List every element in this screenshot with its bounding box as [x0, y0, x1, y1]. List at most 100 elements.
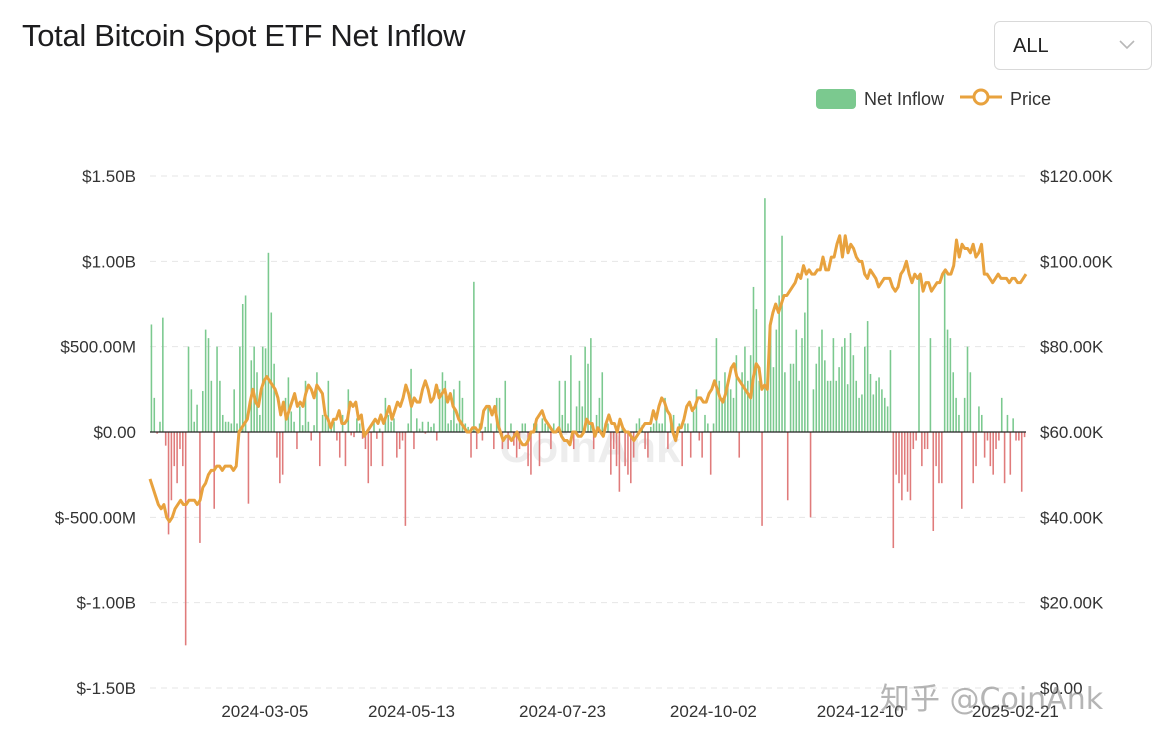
- net-inflow-bar[interactable]: [1003, 432, 1006, 484]
- net-inflow-bar[interactable]: [1000, 397, 1003, 432]
- net-inflow-bar[interactable]: [844, 338, 846, 432]
- net-inflow-bar[interactable]: [441, 372, 444, 432]
- net-inflow-bar[interactable]: [170, 432, 173, 501]
- net-inflow-bar[interactable]: [493, 432, 495, 450]
- net-inflow-bar[interactable]: [216, 346, 218, 432]
- net-inflow-bar[interactable]: [969, 372, 972, 432]
- range-select[interactable]: ALL: [994, 21, 1152, 70]
- net-inflow-bar[interactable]: [370, 432, 372, 467]
- net-inflow-bar[interactable]: [244, 295, 247, 432]
- net-inflow-bar[interactable]: [182, 432, 184, 467]
- net-inflow-bar[interactable]: [638, 418, 641, 432]
- net-inflow-bar[interactable]: [778, 295, 780, 432]
- net-inflow-bar[interactable]: [324, 414, 327, 432]
- net-inflow-bar[interactable]: [470, 432, 472, 458]
- net-inflow-bar[interactable]: [835, 380, 838, 432]
- net-inflow-bar[interactable]: [515, 432, 518, 458]
- net-inflow-bar[interactable]: [607, 423, 609, 432]
- net-inflow-bar[interactable]: [995, 432, 997, 450]
- net-inflow-bar[interactable]: [615, 432, 618, 467]
- net-inflow-bar[interactable]: [301, 425, 304, 432]
- net-inflow-bar[interactable]: [193, 421, 196, 432]
- net-inflow-bar[interactable]: [798, 380, 800, 432]
- net-inflow-bar[interactable]: [473, 281, 475, 432]
- net-inflow-bar[interactable]: [903, 432, 906, 475]
- net-inflow-bar[interactable]: [912, 432, 915, 450]
- net-inflow-bar[interactable]: [290, 411, 293, 432]
- net-inflow-bar[interactable]: [484, 426, 487, 432]
- net-inflow-bar[interactable]: [150, 324, 153, 432]
- net-inflow-bar[interactable]: [396, 432, 398, 458]
- net-inflow-bar[interactable]: [207, 338, 210, 432]
- net-inflow-bar[interactable]: [330, 428, 332, 432]
- net-inflow-bar[interactable]: [795, 329, 798, 432]
- net-inflow-bar[interactable]: [167, 432, 170, 535]
- net-inflow-bar[interactable]: [1015, 432, 1017, 441]
- net-inflow-bar[interactable]: [821, 329, 823, 432]
- net-inflow-bar[interactable]: [812, 389, 815, 432]
- net-inflow-bar[interactable]: [578, 380, 581, 432]
- net-inflow-bar[interactable]: [698, 432, 701, 441]
- net-inflow-bar[interactable]: [1023, 432, 1026, 438]
- net-inflow-bar[interactable]: [923, 432, 926, 450]
- net-inflow-bar[interactable]: [681, 432, 683, 467]
- net-inflow-bar[interactable]: [978, 406, 980, 432]
- net-inflow-bar[interactable]: [393, 418, 395, 432]
- net-inflow-bar[interactable]: [826, 380, 829, 432]
- net-inflow-bar[interactable]: [832, 338, 835, 432]
- net-inflow-bar[interactable]: [279, 432, 281, 484]
- net-inflow-bar[interactable]: [786, 432, 789, 501]
- net-inflow-bar[interactable]: [313, 425, 315, 432]
- net-inflow-bar[interactable]: [219, 380, 221, 432]
- net-inflow-bar[interactable]: [344, 432, 347, 467]
- net-inflow-bar[interactable]: [321, 414, 324, 432]
- net-inflow-bar[interactable]: [883, 397, 886, 432]
- net-inflow-bar[interactable]: [398, 432, 401, 450]
- net-inflow-bar[interactable]: [901, 432, 903, 501]
- net-inflow-bar[interactable]: [601, 372, 604, 432]
- net-inflow-bar[interactable]: [858, 397, 860, 432]
- net-inflow-bar[interactable]: [310, 432, 312, 441]
- net-inflow-bar[interactable]: [689, 432, 692, 458]
- net-inflow-bar[interactable]: [772, 367, 775, 432]
- net-inflow-bar[interactable]: [712, 423, 715, 432]
- net-inflow-bar[interactable]: [769, 324, 772, 432]
- net-inflow-bar[interactable]: [664, 397, 666, 432]
- net-inflow-bar[interactable]: [618, 432, 621, 492]
- net-inflow-bar[interactable]: [153, 397, 156, 432]
- net-inflow-bar[interactable]: [649, 426, 652, 432]
- net-inflow-bar[interactable]: [963, 397, 966, 432]
- net-inflow-bar[interactable]: [202, 391, 204, 432]
- net-inflow-bar[interactable]: [752, 286, 755, 432]
- net-inflow-bar[interactable]: [164, 432, 167, 446]
- net-inflow-bar[interactable]: [655, 414, 658, 432]
- net-inflow-bar[interactable]: [373, 420, 375, 432]
- net-inflow-bar[interactable]: [381, 432, 384, 467]
- net-inflow-bar[interactable]: [784, 372, 786, 432]
- net-inflow-bar[interactable]: [453, 389, 455, 432]
- net-inflow-bar[interactable]: [544, 423, 546, 432]
- net-inflow-bar[interactable]: [270, 312, 273, 432]
- net-inflow-bar[interactable]: [427, 421, 429, 432]
- net-inflow-bar[interactable]: [980, 414, 983, 432]
- net-inflow-bar[interactable]: [444, 380, 447, 432]
- net-inflow-bar[interactable]: [989, 432, 992, 467]
- net-inflow-bar[interactable]: [972, 432, 974, 484]
- net-inflow-bar[interactable]: [704, 414, 706, 432]
- net-inflow-bar[interactable]: [961, 432, 963, 509]
- net-inflow-bar[interactable]: [196, 404, 198, 432]
- net-inflow-bar[interactable]: [658, 423, 661, 432]
- net-inflow-bar[interactable]: [490, 423, 492, 432]
- net-inflow-bar[interactable]: [949, 338, 952, 432]
- net-inflow-bar[interactable]: [401, 432, 404, 441]
- net-inflow-bar[interactable]: [267, 252, 270, 432]
- net-inflow-bar[interactable]: [307, 421, 310, 432]
- net-inflow-bar[interactable]: [724, 372, 726, 432]
- net-inflow-bar[interactable]: [467, 426, 469, 432]
- net-inflow-bar[interactable]: [587, 363, 589, 432]
- net-inflow-bar[interactable]: [998, 432, 1000, 441]
- net-inflow-bar[interactable]: [567, 423, 569, 432]
- net-inflow-bar[interactable]: [647, 432, 649, 458]
- net-inflow-bar[interactable]: [293, 421, 295, 432]
- net-inflow-bar[interactable]: [247, 432, 250, 504]
